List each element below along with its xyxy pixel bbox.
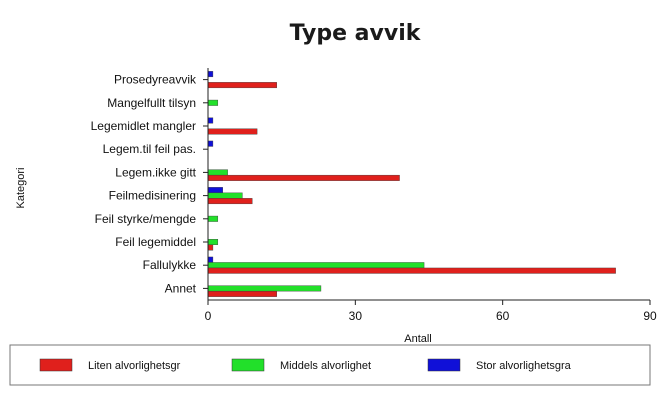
bar-middels	[207, 262, 425, 269]
bar-liten	[207, 290, 277, 297]
category-label: Legem.til feil pas.	[103, 142, 196, 156]
bar-liten	[207, 267, 616, 274]
category-label: Legemidlet mangler	[91, 119, 196, 133]
chart-title: Type avvik	[290, 21, 422, 46]
bar-stor	[207, 140, 214, 147]
bar-middels	[207, 192, 243, 199]
bar-stor	[207, 256, 214, 263]
legend-label: Middels alvorlighet	[280, 360, 371, 372]
category-label: Mangelfullt tilsyn	[107, 96, 196, 110]
legend-label: Stor alvorlighetsgra	[476, 360, 572, 372]
legend-box	[9, 344, 651, 386]
category-label: Fallulykke	[143, 258, 197, 272]
legend-label: Liten alvorlighetsgr	[88, 360, 181, 372]
x-tick-labels: 0 30 60 90	[205, 300, 657, 323]
legend-swatch	[231, 358, 265, 372]
x-tick-label: 30	[349, 309, 363, 323]
bar-middels	[207, 215, 219, 222]
bar-middels	[207, 169, 228, 176]
category-label: Legem.ikke gitt	[115, 165, 196, 179]
category-label: Feil styrke/mengde	[95, 212, 197, 226]
bar-middels	[207, 285, 322, 292]
x-tick-label: 60	[496, 309, 510, 323]
bar-middels	[207, 239, 219, 245]
plot-area	[207, 71, 616, 297]
y-axis-label: Kategori	[15, 168, 27, 209]
x-tick-label: 90	[643, 309, 657, 323]
category-label: Feilmedisinering	[109, 189, 196, 203]
legend-swatch	[39, 358, 73, 372]
bar-liten	[207, 82, 277, 89]
bar-stor	[207, 71, 214, 78]
legend: Liten alvorlighetsgr Middels alvorlighet S…	[39, 358, 572, 372]
bar-liten	[207, 174, 400, 181]
x-axis-label: Antall	[404, 333, 432, 345]
category-label: Feil legemiddel	[115, 235, 196, 249]
bar-middels	[207, 99, 219, 106]
bar-liten	[207, 198, 253, 205]
category-labels: Prosedyreavvik Mangelfullt tilsyn Legemidl…	[91, 73, 208, 295]
bar-liten	[207, 244, 214, 251]
x-tick-label: 0	[205, 309, 212, 323]
category-label: Annet	[165, 281, 197, 295]
category-label: Prosedyreavvik	[114, 73, 197, 87]
legend-swatch	[427, 358, 461, 372]
bar-liten	[207, 128, 258, 135]
bar-stor	[207, 117, 214, 124]
bar-stor	[207, 187, 223, 194]
